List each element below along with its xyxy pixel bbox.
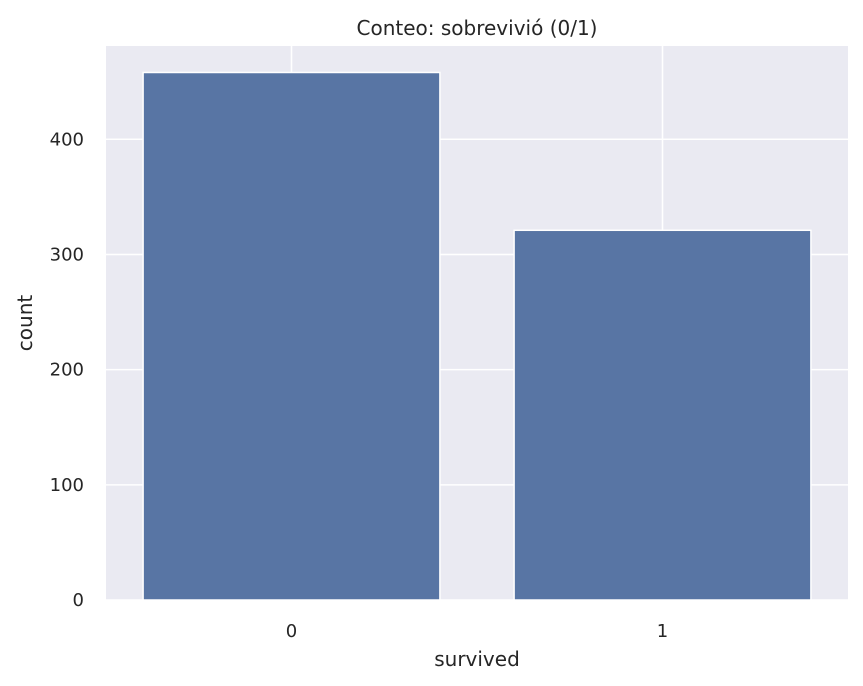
bar-0 — [142, 71, 441, 601]
x-tick-label: 0 — [286, 621, 297, 642]
y-tick-label: 300 — [50, 244, 84, 265]
y-tick-label: 100 — [50, 475, 84, 496]
bar-1 — [513, 229, 812, 601]
x-axis-label: survived — [434, 647, 520, 671]
bars — [142, 71, 812, 601]
chart-title: Conteo: sobrevivió (0/1) — [357, 16, 598, 40]
y-tick-label: 200 — [50, 360, 84, 381]
y-tick-label: 0 — [73, 590, 84, 611]
y-tick-label: 400 — [50, 129, 84, 150]
x-tick-label: 1 — [657, 621, 668, 642]
y-axis-ticks: 0 100 200 300 400 — [50, 129, 84, 611]
y-axis-label: count — [13, 295, 37, 352]
